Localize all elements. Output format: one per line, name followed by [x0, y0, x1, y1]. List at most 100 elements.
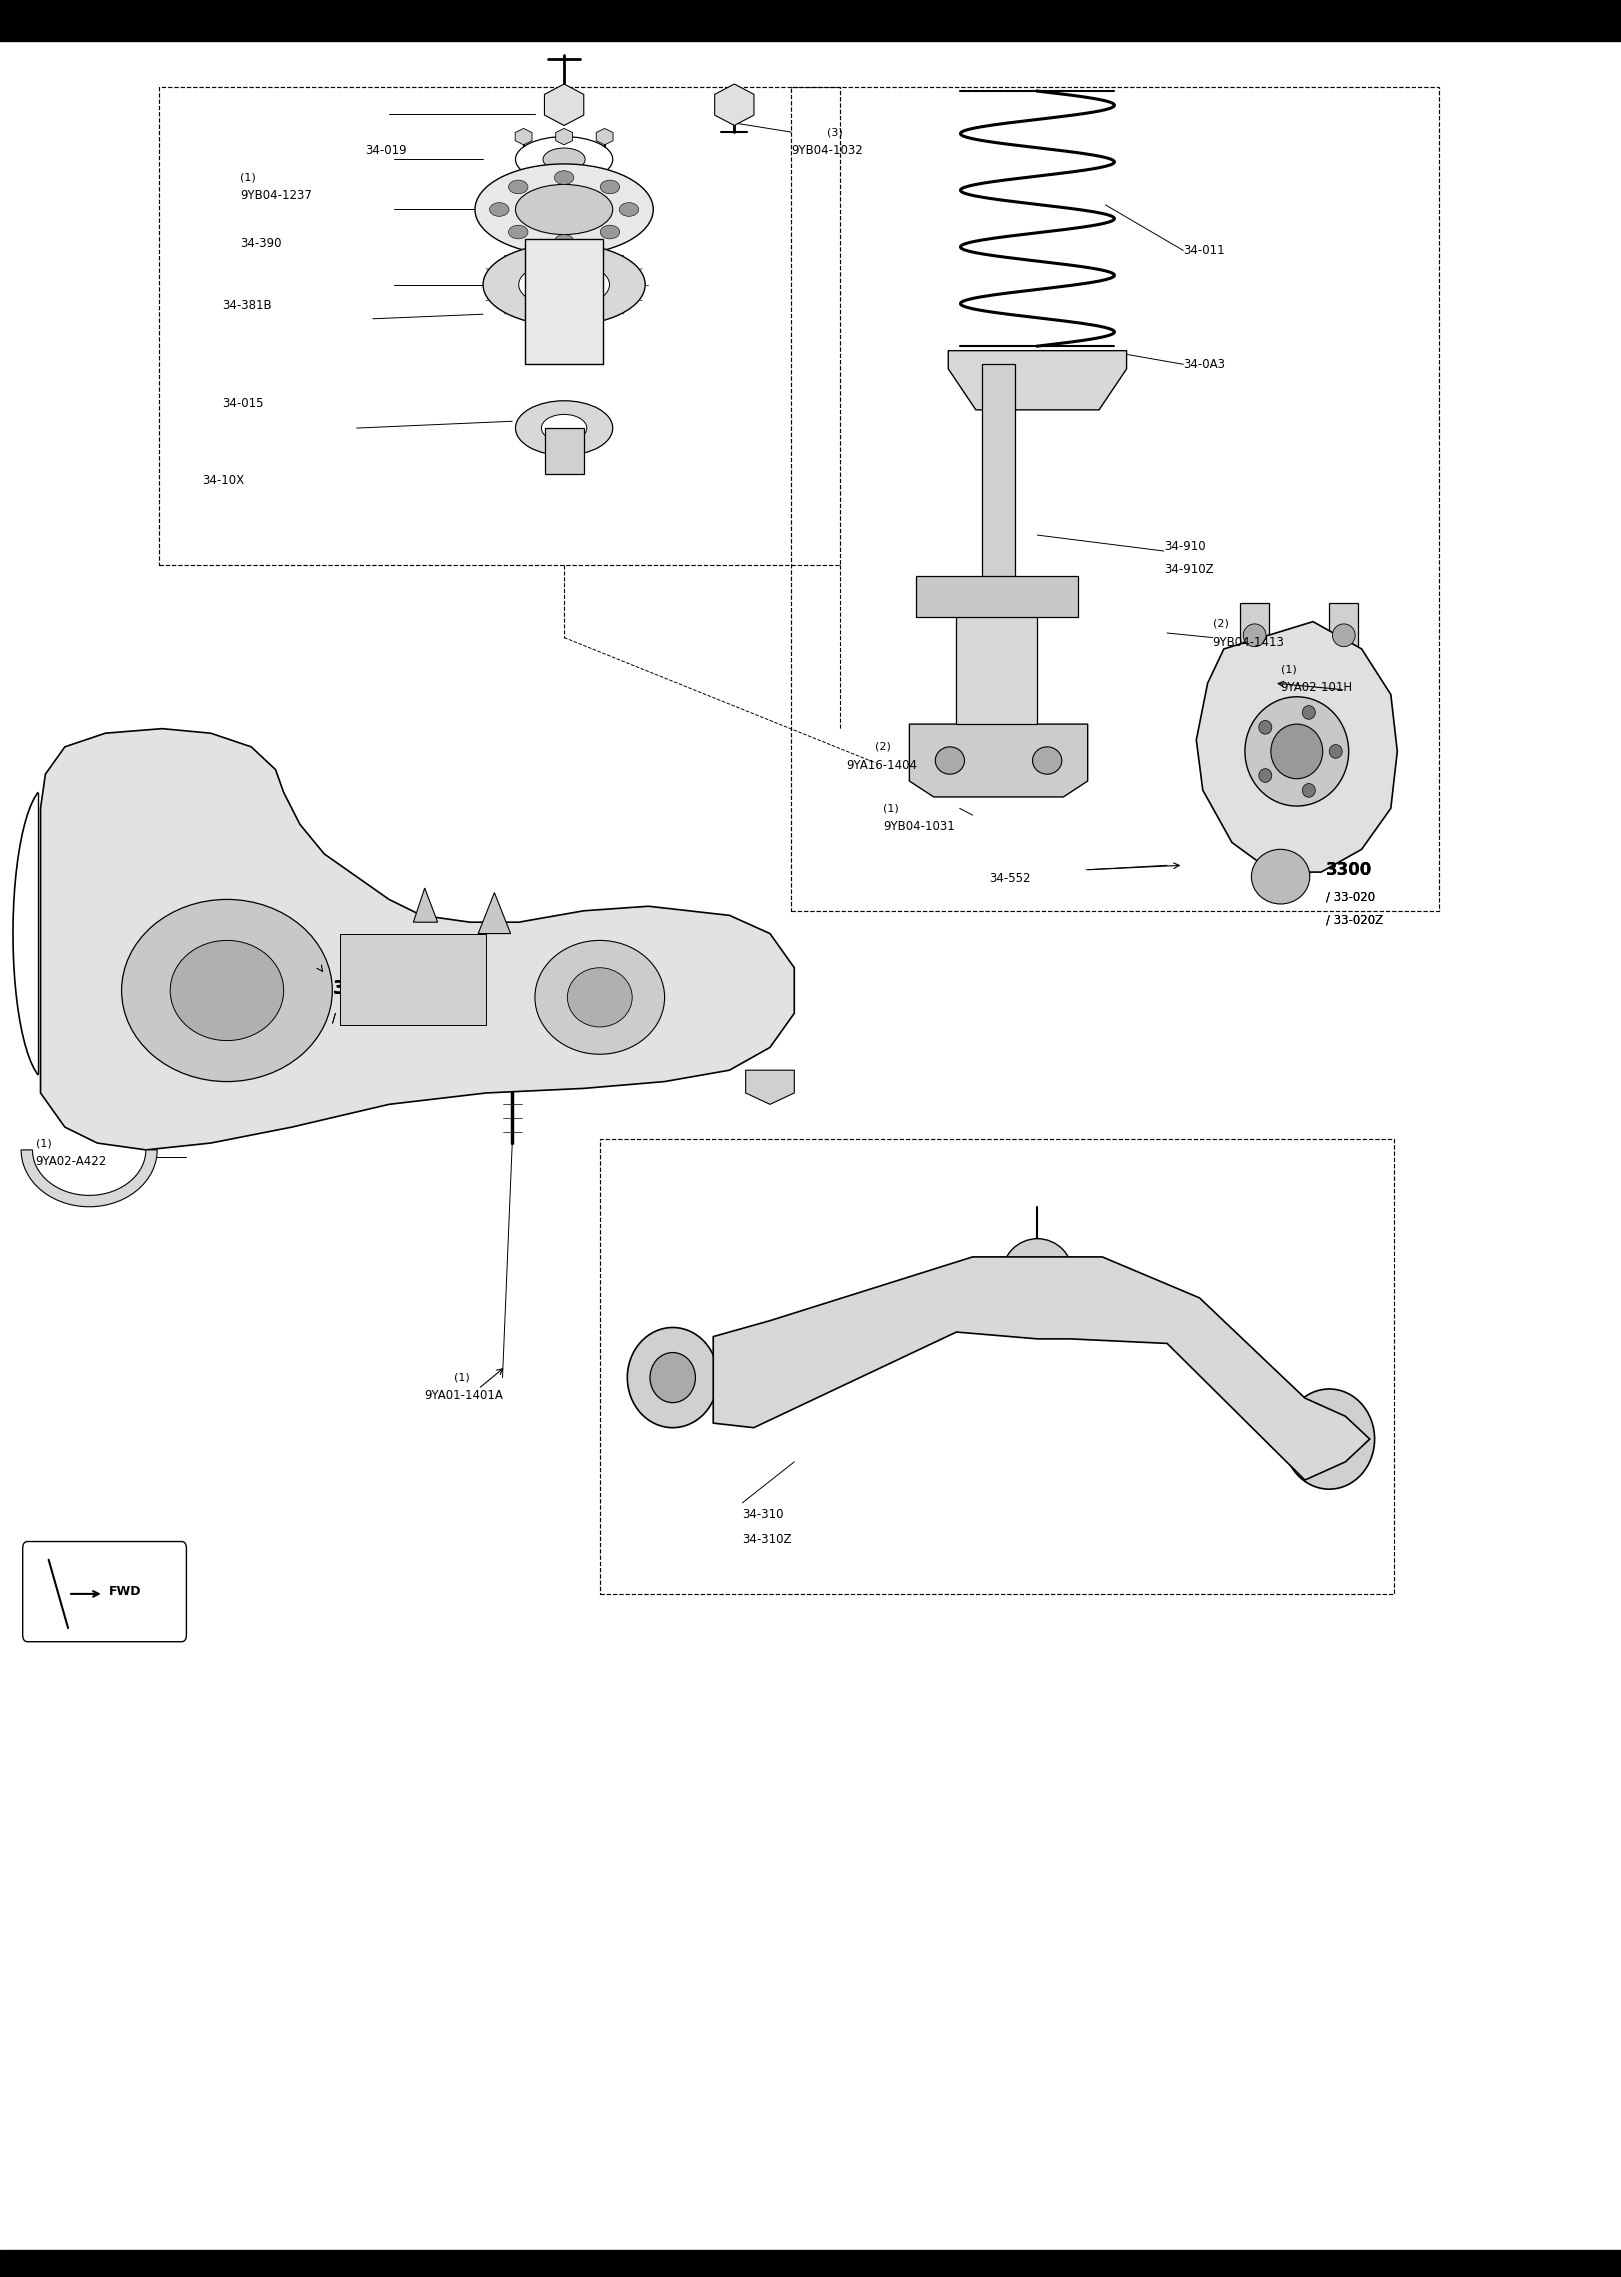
- Ellipse shape: [1308, 1416, 1350, 1462]
- Text: / 34-800: / 34-800: [332, 1011, 381, 1025]
- Ellipse shape: [650, 1353, 695, 1403]
- Ellipse shape: [543, 148, 585, 171]
- Ellipse shape: [600, 225, 619, 239]
- Bar: [545, 428, 584, 474]
- Text: 34-015: 34-015: [222, 396, 264, 410]
- Bar: [1240, 603, 1269, 660]
- Polygon shape: [909, 724, 1088, 797]
- Text: (1): (1): [36, 1138, 52, 1148]
- Ellipse shape: [1021, 1259, 1054, 1291]
- Polygon shape: [556, 128, 572, 146]
- Ellipse shape: [1260, 770, 1272, 783]
- Text: 3410: 3410: [332, 979, 386, 997]
- Ellipse shape: [122, 899, 332, 1082]
- Bar: [600, 1138, 1394, 1594]
- Text: 34-0A3: 34-0A3: [1183, 357, 1225, 371]
- Bar: [0, 2250, 1621, 2277]
- Ellipse shape: [519, 262, 609, 307]
- Text: / 34-800: / 34-800: [332, 1011, 381, 1025]
- Ellipse shape: [515, 137, 613, 182]
- Ellipse shape: [1033, 747, 1062, 774]
- Text: 9YA16-1404: 9YA16-1404: [846, 758, 917, 772]
- Bar: [525, 239, 603, 364]
- Bar: [982, 364, 1015, 660]
- Text: 34-019: 34-019: [365, 143, 407, 157]
- Ellipse shape: [1243, 624, 1266, 647]
- Ellipse shape: [509, 180, 528, 194]
- Bar: [0, 0, 1621, 41]
- Ellipse shape: [1284, 1389, 1375, 1489]
- Text: 9YB04-1237: 9YB04-1237: [240, 189, 311, 203]
- Text: 34-310Z: 34-310Z: [742, 1532, 793, 1546]
- Ellipse shape: [1260, 720, 1272, 733]
- Ellipse shape: [1002, 1239, 1073, 1312]
- Ellipse shape: [600, 180, 619, 194]
- Text: (1): (1): [240, 173, 256, 182]
- Ellipse shape: [535, 940, 665, 1054]
- Text: / 33-020Z: / 33-020Z: [1326, 913, 1383, 927]
- Ellipse shape: [567, 968, 632, 1027]
- Text: / 33-020: / 33-020: [1326, 890, 1375, 904]
- Polygon shape: [515, 128, 532, 146]
- Polygon shape: [746, 1070, 794, 1104]
- Ellipse shape: [170, 940, 284, 1041]
- Text: (2): (2): [1213, 619, 1229, 628]
- Ellipse shape: [627, 1327, 718, 1428]
- Ellipse shape: [475, 164, 653, 255]
- Polygon shape: [545, 84, 584, 125]
- Text: 34-310: 34-310: [742, 1507, 785, 1521]
- Ellipse shape: [619, 203, 639, 216]
- Text: 9YB04-1032: 9YB04-1032: [791, 143, 862, 157]
- Text: (3): (3): [827, 128, 843, 137]
- Polygon shape: [41, 729, 794, 1150]
- Ellipse shape: [483, 244, 645, 326]
- Ellipse shape: [1271, 724, 1323, 779]
- Ellipse shape: [541, 414, 587, 442]
- Ellipse shape: [515, 401, 613, 455]
- Text: 34-390: 34-390: [240, 237, 282, 250]
- Text: FWD: FWD: [109, 1585, 141, 1598]
- Text: (1): (1): [1281, 665, 1297, 674]
- Text: (1): (1): [883, 804, 900, 813]
- Bar: [1329, 603, 1358, 660]
- Text: 9YA02-101H: 9YA02-101H: [1281, 681, 1352, 694]
- Polygon shape: [478, 893, 511, 934]
- Polygon shape: [715, 84, 754, 125]
- Polygon shape: [713, 1257, 1370, 1480]
- Ellipse shape: [1302, 706, 1315, 720]
- Text: / 33-020: / 33-020: [1326, 890, 1375, 904]
- Text: 34-10X: 34-10X: [203, 474, 245, 487]
- Text: 34-910: 34-910: [1164, 540, 1206, 553]
- Text: 9YB04-1031: 9YB04-1031: [883, 820, 955, 833]
- Bar: [916, 576, 1078, 617]
- Bar: [159, 87, 840, 565]
- Text: 9YB04-1413: 9YB04-1413: [1213, 635, 1284, 649]
- Ellipse shape: [1245, 697, 1349, 806]
- Text: 9YA01-1401A: 9YA01-1401A: [425, 1389, 504, 1403]
- Text: 34-552: 34-552: [989, 872, 1031, 886]
- Polygon shape: [21, 1150, 157, 1207]
- Text: 34-381B: 34-381B: [222, 298, 272, 312]
- Ellipse shape: [1332, 624, 1355, 647]
- Bar: [340, 934, 486, 1025]
- Text: 9YA02-A422: 9YA02-A422: [36, 1154, 107, 1168]
- Ellipse shape: [554, 171, 574, 184]
- Text: 34-910Z: 34-910Z: [1164, 562, 1214, 576]
- Bar: [956, 592, 1037, 724]
- Text: (2): (2): [875, 742, 892, 751]
- Polygon shape: [1196, 622, 1397, 872]
- Text: 3300: 3300: [1326, 861, 1373, 879]
- Polygon shape: [948, 351, 1127, 410]
- Text: 34-011: 34-011: [1183, 244, 1225, 257]
- Text: / 33-020Z: / 33-020Z: [1326, 913, 1383, 927]
- Ellipse shape: [554, 235, 574, 248]
- Ellipse shape: [935, 747, 964, 774]
- Ellipse shape: [509, 225, 528, 239]
- Text: 3300: 3300: [1326, 861, 1373, 879]
- Ellipse shape: [1329, 745, 1342, 758]
- Ellipse shape: [490, 203, 509, 216]
- Ellipse shape: [515, 184, 613, 235]
- Text: (1): (1): [454, 1373, 470, 1382]
- Polygon shape: [413, 888, 438, 922]
- Text: 3410: 3410: [332, 979, 386, 997]
